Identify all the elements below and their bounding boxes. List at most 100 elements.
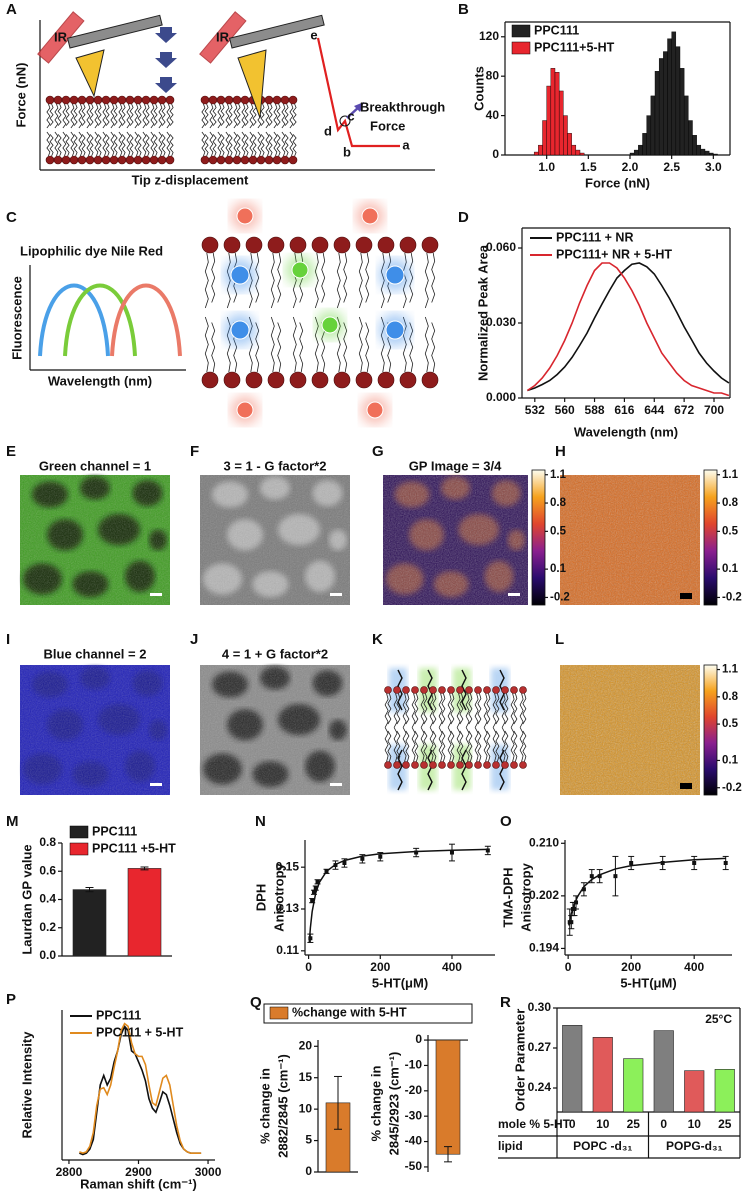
x-tick-label: 588 (585, 403, 605, 417)
y-tick-label: -30 (405, 1108, 423, 1122)
lipid-tail (233, 131, 238, 157)
lipid-tail (161, 134, 166, 157)
lipid-head (245, 236, 263, 254)
lipid-head (288, 95, 298, 105)
image-noise (383, 475, 528, 605)
histogram-bar (546, 85, 552, 156)
lipid-tail (414, 730, 419, 762)
point (574, 900, 579, 905)
y-axis-label: Normalized Peak Area (475, 244, 490, 381)
lipid-head (149, 95, 159, 105)
lipid-tail (438, 693, 443, 728)
legend-swatch (269, 1006, 289, 1020)
panel-label: O (500, 813, 512, 830)
lipid-tail (228, 134, 233, 157)
y-axis-label: TMA-DPH (500, 868, 515, 928)
panel-label: P (6, 991, 16, 1008)
lipid-tail (432, 693, 437, 725)
scale-bar (680, 783, 692, 789)
lipid-head (272, 155, 282, 165)
lipid-tail (292, 134, 297, 157)
lipid-tail (94, 103, 99, 129)
histogram-bar (550, 68, 556, 156)
histogram-bar (658, 58, 664, 156)
lipid-tail (358, 316, 363, 373)
lipid-tail (228, 103, 233, 126)
y-tick-label: 0.030 (486, 315, 516, 329)
histogram-bar (683, 95, 689, 156)
histogram-bar (533, 151, 539, 156)
lipid-tail (343, 252, 348, 303)
lipid-tail (456, 727, 461, 762)
dye (385, 265, 405, 285)
y-axis-label: Order Parameter (512, 1009, 527, 1112)
lipid-head (240, 95, 250, 105)
point (315, 879, 320, 884)
lipid-tail (429, 693, 434, 728)
point (723, 861, 728, 865)
lipid-tail (137, 103, 142, 126)
y-tick-label: 0.4 (39, 892, 56, 906)
lipid-head (355, 236, 373, 254)
y-axis-label: % change in (368, 1066, 383, 1142)
lipid-head (69, 95, 79, 105)
category-label: 0 (660, 1117, 667, 1131)
histogram-bar (688, 120, 693, 156)
histogram-bar (679, 68, 685, 156)
y-tick-label: 0.2 (39, 920, 56, 934)
point (581, 887, 586, 892)
lipid-tail (86, 131, 91, 157)
point (360, 856, 365, 861)
lipid-tail (78, 131, 83, 157)
lipid-tail (118, 131, 123, 157)
lipid-head (311, 371, 329, 389)
x-axis-label: 5-HT(μM) (620, 975, 676, 990)
lipid-tail (212, 134, 217, 157)
y-axis-label: Counts (471, 66, 486, 111)
lipid-tail (204, 134, 209, 157)
panel-label: E (6, 443, 16, 460)
lipid-head (384, 761, 392, 769)
x-tick-label: 672 (674, 403, 694, 417)
lipid-tail (441, 693, 446, 725)
lipid-tail (276, 134, 281, 157)
ir-beam (37, 11, 85, 64)
lipid-tail (299, 322, 304, 373)
bar (714, 1069, 735, 1113)
point (308, 936, 313, 941)
lipid-head (280, 95, 290, 105)
lipid-head (465, 686, 473, 694)
x-tick-label: 200 (621, 960, 641, 974)
lipid-head (208, 155, 218, 165)
lipid-tail (387, 693, 392, 725)
y-tick-label: 0 (305, 1164, 312, 1178)
lipid-tail (209, 103, 214, 129)
point (333, 863, 338, 868)
lipid-head (240, 155, 250, 165)
breakthrough-mark (339, 115, 351, 127)
point (613, 874, 618, 879)
y-tick-label: 0.000 (486, 390, 516, 404)
lipid-head (201, 236, 219, 254)
y-tick-label: 0.6 (39, 863, 56, 877)
curve-point-label: a (402, 137, 410, 152)
lipid-tail (134, 103, 139, 129)
bar (592, 1037, 613, 1113)
colorbar-tick-label: 0.8 (550, 497, 567, 509)
curve-point-label: b (343, 144, 351, 159)
lipid-tail (236, 134, 241, 157)
point (310, 898, 315, 903)
lipid-head (125, 155, 135, 165)
emission-curve (38, 283, 110, 357)
lipid-tail (260, 103, 265, 126)
panel-label: I (6, 631, 10, 648)
histogram-bar (654, 71, 660, 156)
point (692, 861, 697, 865)
lipid-head (483, 761, 491, 769)
image-caption: GP Image = 3/4 (409, 458, 502, 473)
fit-line (568, 857, 726, 926)
y-tick-label: 0.27 (528, 1040, 552, 1054)
cantilever (228, 14, 325, 49)
y-tick-label: 0 (492, 147, 499, 161)
histogram-bar (650, 95, 656, 156)
